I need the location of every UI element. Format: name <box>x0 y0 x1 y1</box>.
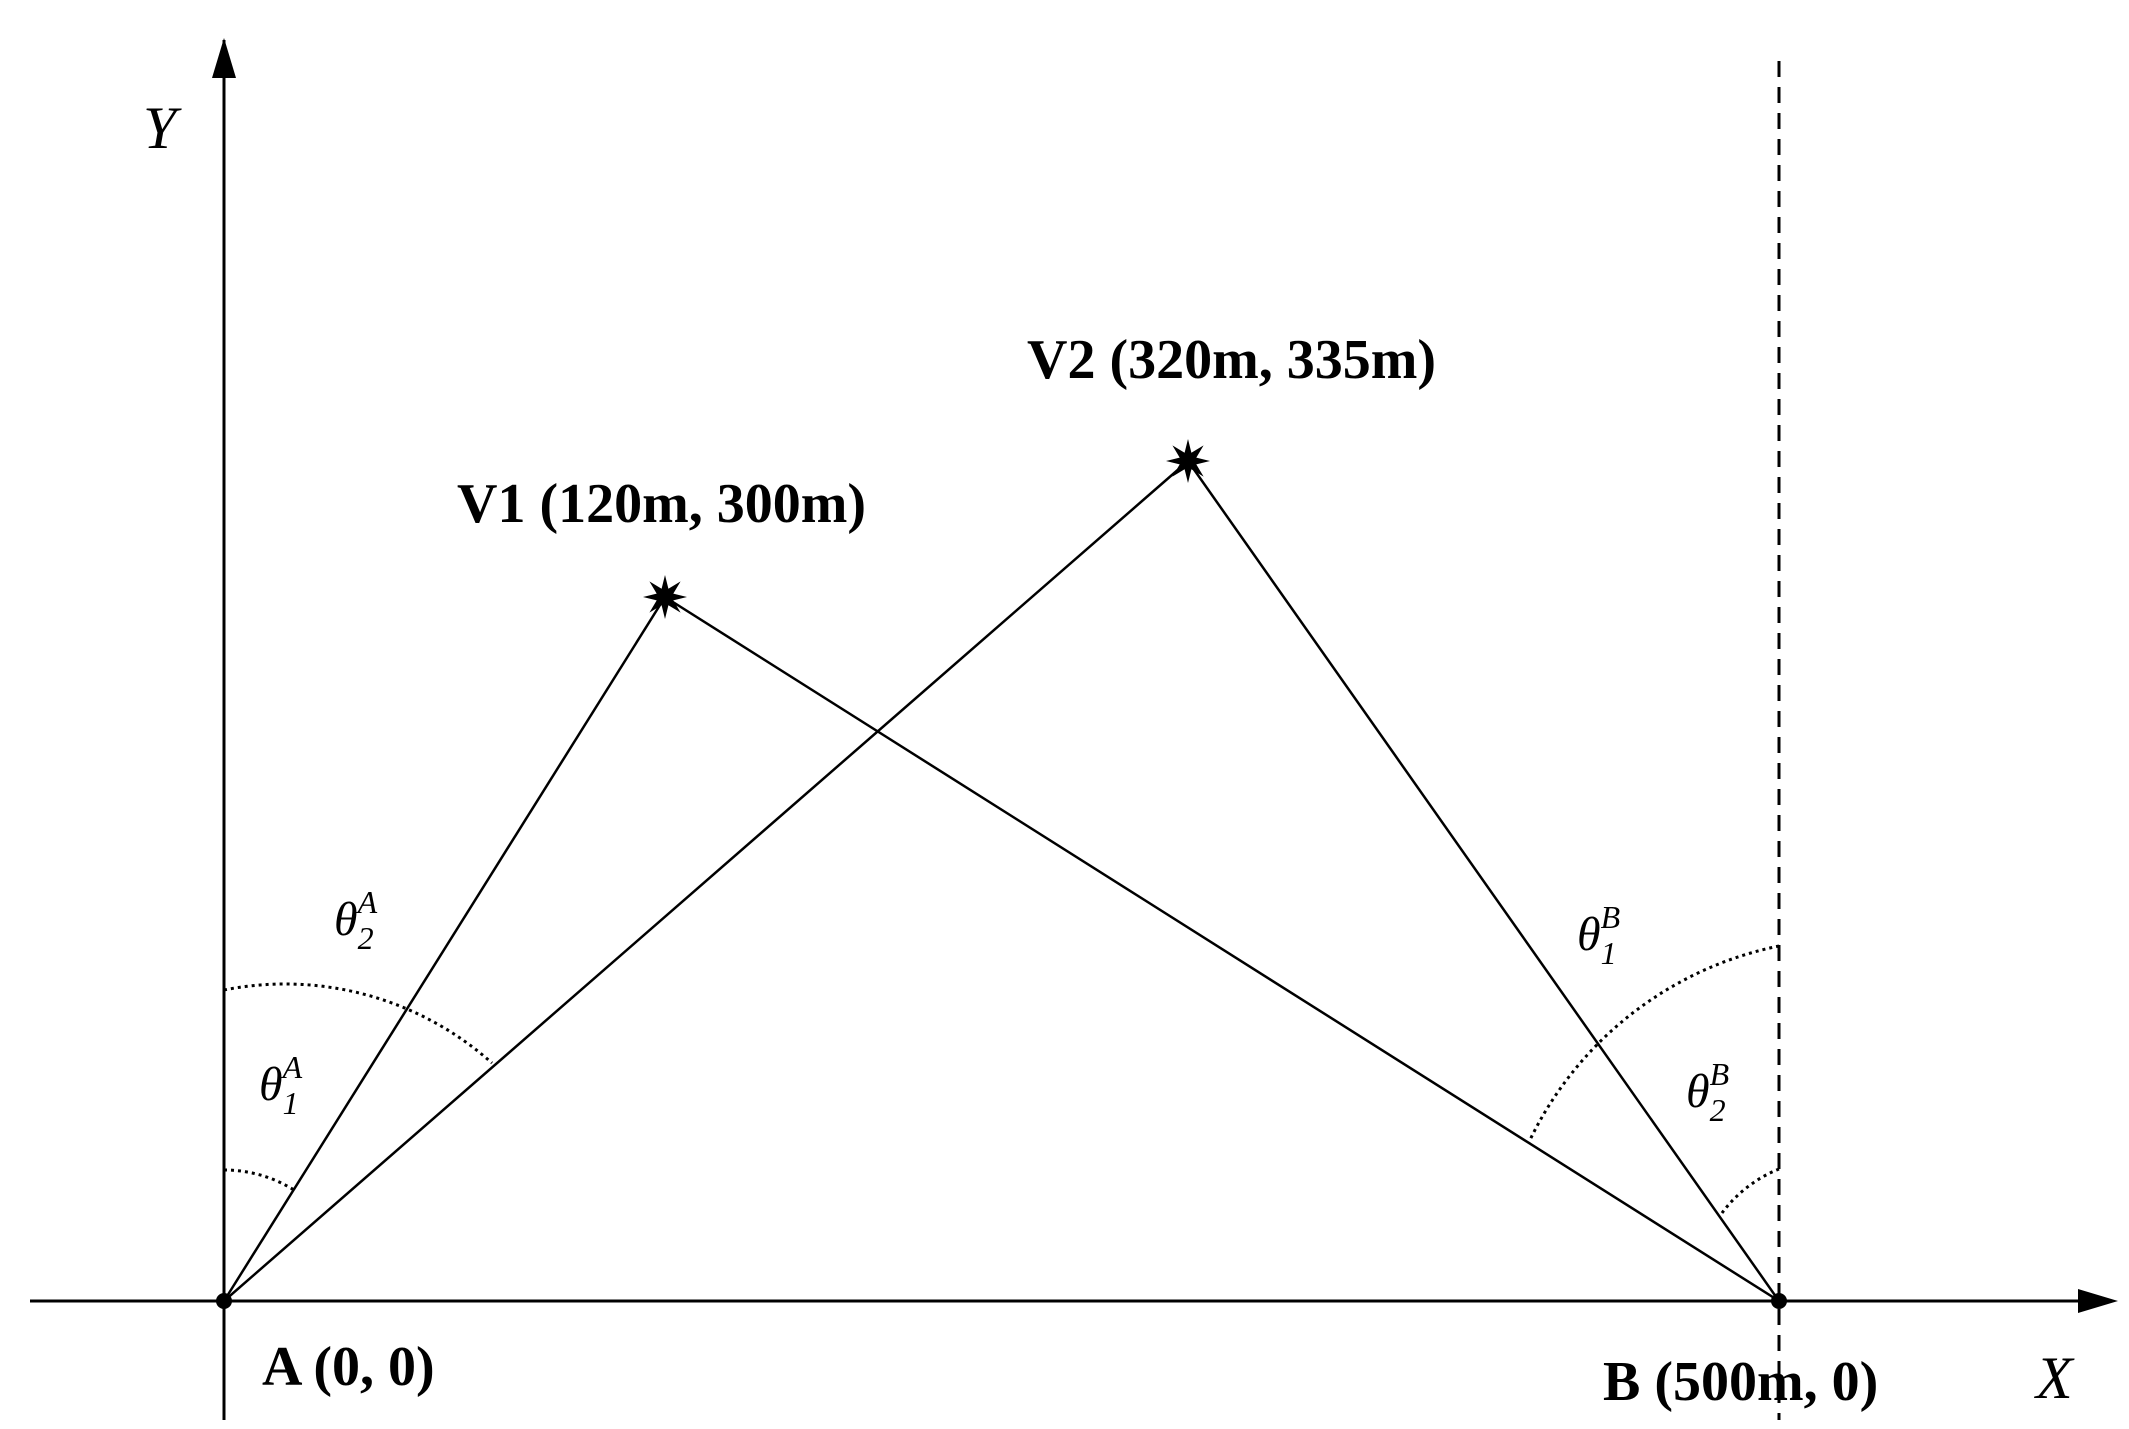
x-label: X <box>2034 1345 2075 1411</box>
angle-label: θ2B <box>1686 1056 1729 1128</box>
angle-label: θ2A <box>334 884 378 956</box>
line-a-v2 <box>223 460 1189 1302</box>
point-b <box>1771 1293 1787 1309</box>
angle-label: θ1A <box>259 1049 303 1121</box>
point-label: A (0, 0) <box>262 1336 435 1398</box>
point-label: V1 (120m, 300m) <box>457 473 866 535</box>
point-label: B (500m, 0) <box>1603 1351 1878 1413</box>
arc-b-large <box>1527 944 1780 1143</box>
angle-label: θ1B <box>1577 899 1620 971</box>
arc-b-small <box>1720 1167 1780 1214</box>
line-b-v2 <box>1186 460 1781 1302</box>
y-label: Y <box>143 95 182 161</box>
x-arrow <box>2078 1289 2118 1313</box>
arc-a-small <box>223 1168 295 1192</box>
point-a <box>216 1293 232 1309</box>
point-label: V2 (320m, 335m) <box>1027 329 1436 391</box>
star-marker <box>1166 439 1210 483</box>
line-b-v1 <box>664 595 1780 1303</box>
line-a-v1 <box>222 596 667 1302</box>
star-marker <box>643 575 687 619</box>
y-arrow <box>212 38 236 78</box>
arc-a-large <box>223 982 493 1065</box>
